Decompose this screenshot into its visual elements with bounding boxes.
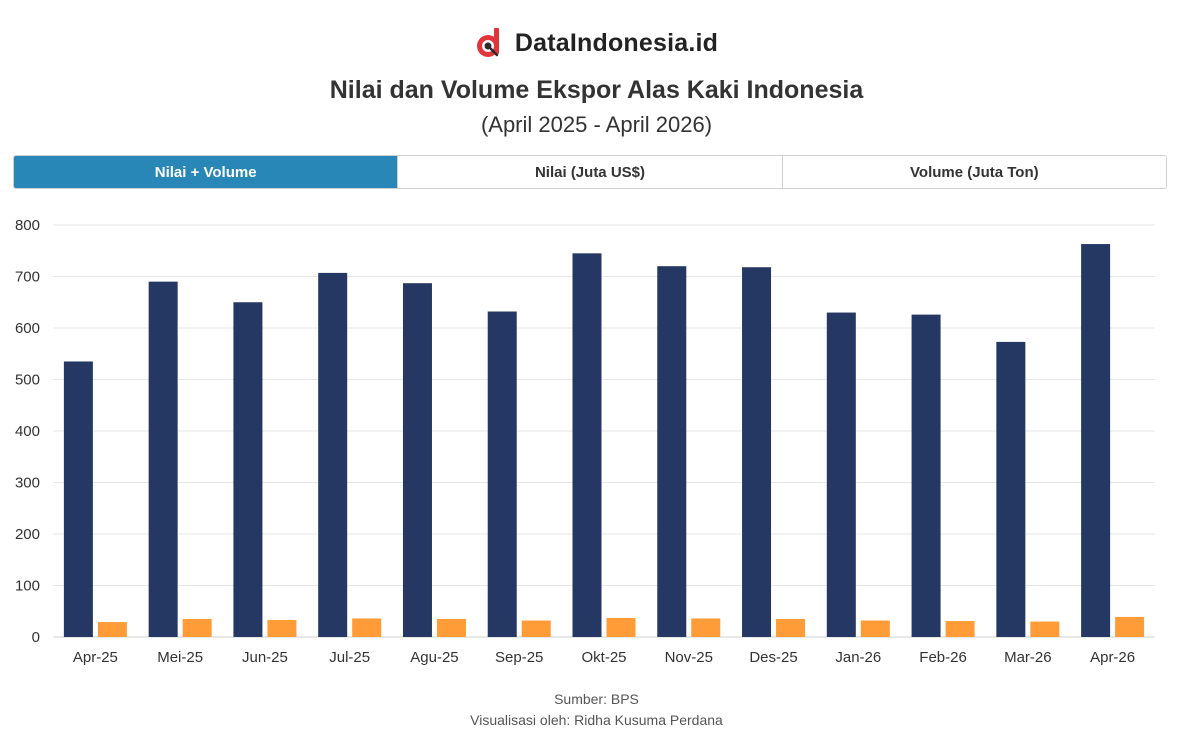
bar-nilai bbox=[148, 281, 178, 637]
bar-nilai bbox=[233, 302, 263, 637]
y-tick-label: 800 bbox=[15, 217, 40, 234]
bar-volume bbox=[860, 620, 890, 637]
y-tick-label: 300 bbox=[15, 475, 40, 492]
tab-nilai[interactable]: Nilai (Juta US$) bbox=[398, 156, 783, 188]
bar-nilai bbox=[826, 312, 856, 637]
bar-volume bbox=[436, 618, 466, 637]
tab-nilai-volume[interactable]: Nilai + Volume bbox=[14, 156, 399, 188]
bar-volume bbox=[1115, 616, 1145, 637]
bar-nilai bbox=[742, 267, 772, 637]
x-tick-label: Apr-25 bbox=[73, 649, 118, 666]
tab-volume[interactable]: Volume (Juta Ton) bbox=[782, 156, 1166, 188]
view-tabs: Nilai + Volume Nilai (Juta US$) Volume (… bbox=[13, 155, 1167, 189]
dataindonesia-logo-icon bbox=[476, 28, 499, 57]
bar-nilai bbox=[572, 253, 602, 637]
bar-nilai bbox=[487, 311, 517, 637]
source-note: Sumber: BPS bbox=[554, 691, 639, 707]
y-tick-label: 100 bbox=[15, 578, 40, 595]
y-tick-label: 600 bbox=[15, 320, 40, 337]
bar-volume bbox=[776, 618, 806, 637]
bar-nilai bbox=[996, 341, 1026, 637]
bar-volume bbox=[945, 621, 975, 637]
x-tick-label: Jun-25 bbox=[242, 649, 288, 666]
chart-subtitle: (April 2025 - April 2026) bbox=[480, 112, 713, 137]
bar-volume bbox=[352, 618, 382, 637]
bar-chart: 0 100 200 300 400 500 600 700 800 Apr-25 Mei-25 Jun… bbox=[15, 217, 1155, 666]
bar-volume bbox=[521, 620, 551, 637]
bar-nilai bbox=[402, 283, 432, 637]
bar-nilai bbox=[318, 272, 348, 637]
bar-volume bbox=[182, 618, 212, 637]
x-tick-label: Feb-26 bbox=[919, 649, 967, 666]
bar-volume bbox=[606, 617, 636, 637]
x-tick-label: Okt-25 bbox=[581, 649, 626, 666]
x-tick-label: Jul-25 bbox=[329, 649, 370, 666]
x-tick-label: Apr-26 bbox=[1090, 649, 1135, 666]
chart-title: Nilai dan Volume Ekspor Alas Kaki Indone… bbox=[329, 76, 864, 104]
y-tick-label: 500 bbox=[15, 372, 40, 389]
x-tick-label: Jan-26 bbox=[835, 649, 881, 666]
brand-header: DataIndonesia.id bbox=[0, 26, 1193, 60]
brand-name: DataIndonesia.id bbox=[514, 28, 719, 57]
y-tick-label: 200 bbox=[15, 526, 40, 543]
x-tick-label: Nov-25 bbox=[665, 649, 713, 666]
bar-volume bbox=[691, 618, 721, 637]
x-tick-label: Des-25 bbox=[749, 649, 797, 666]
bar-nilai bbox=[657, 266, 687, 637]
bar-volume bbox=[1030, 621, 1060, 637]
x-tick-label: Mei-25 bbox=[157, 649, 203, 666]
y-tick-label: 700 bbox=[15, 269, 40, 286]
bar-nilai bbox=[1081, 244, 1111, 637]
bar-nilai bbox=[911, 314, 941, 637]
x-tick-label: Sep-25 bbox=[495, 649, 543, 666]
x-tick-label: Agu-25 bbox=[410, 649, 458, 666]
bar-volume bbox=[267, 620, 297, 637]
y-tick-label: 0 bbox=[32, 629, 40, 646]
y-tick-label: 400 bbox=[15, 423, 40, 440]
credit-note: Visualisasi oleh: Ridha Kusuma Perdana bbox=[470, 712, 723, 728]
x-tick-label: Mar-26 bbox=[1004, 649, 1052, 666]
bar-nilai bbox=[63, 361, 93, 637]
bar-volume bbox=[97, 622, 127, 637]
